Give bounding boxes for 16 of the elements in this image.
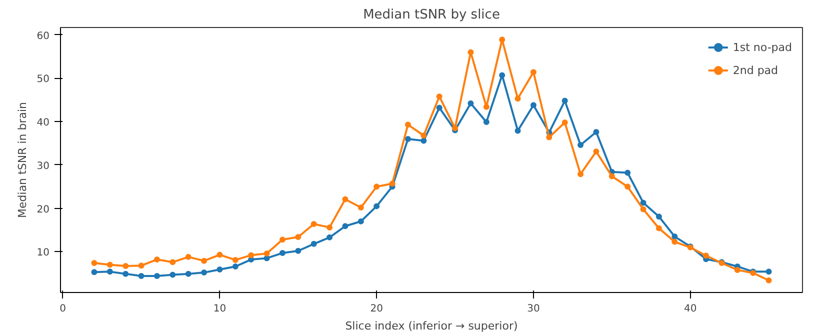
x-tick-label: 30	[527, 304, 540, 314]
chart-title: Median tSNR by slice	[363, 8, 500, 22]
y-tick-label: 50	[36, 74, 50, 86]
y-tick-label: 60	[36, 30, 50, 42]
x-tick-label: 10	[213, 304, 226, 314]
y-tick-label: 10	[36, 248, 50, 259]
legend-label: 1st no-pad	[732, 40, 792, 54]
x-tick-label: 0	[60, 304, 66, 314]
x-axis-title: Slice index (inferior → superior)	[345, 320, 518, 332]
x-tick-label: 20	[370, 304, 383, 314]
y-tick-label: 40	[36, 118, 50, 129]
y-tick-label: 30	[36, 160, 50, 172]
legend-label: 2nd pad	[732, 64, 778, 76]
y-tick-label: 20	[36, 204, 50, 216]
x-tick-label: 40	[684, 304, 697, 314]
y-axis-title: Median tSNR in brain	[16, 102, 29, 218]
